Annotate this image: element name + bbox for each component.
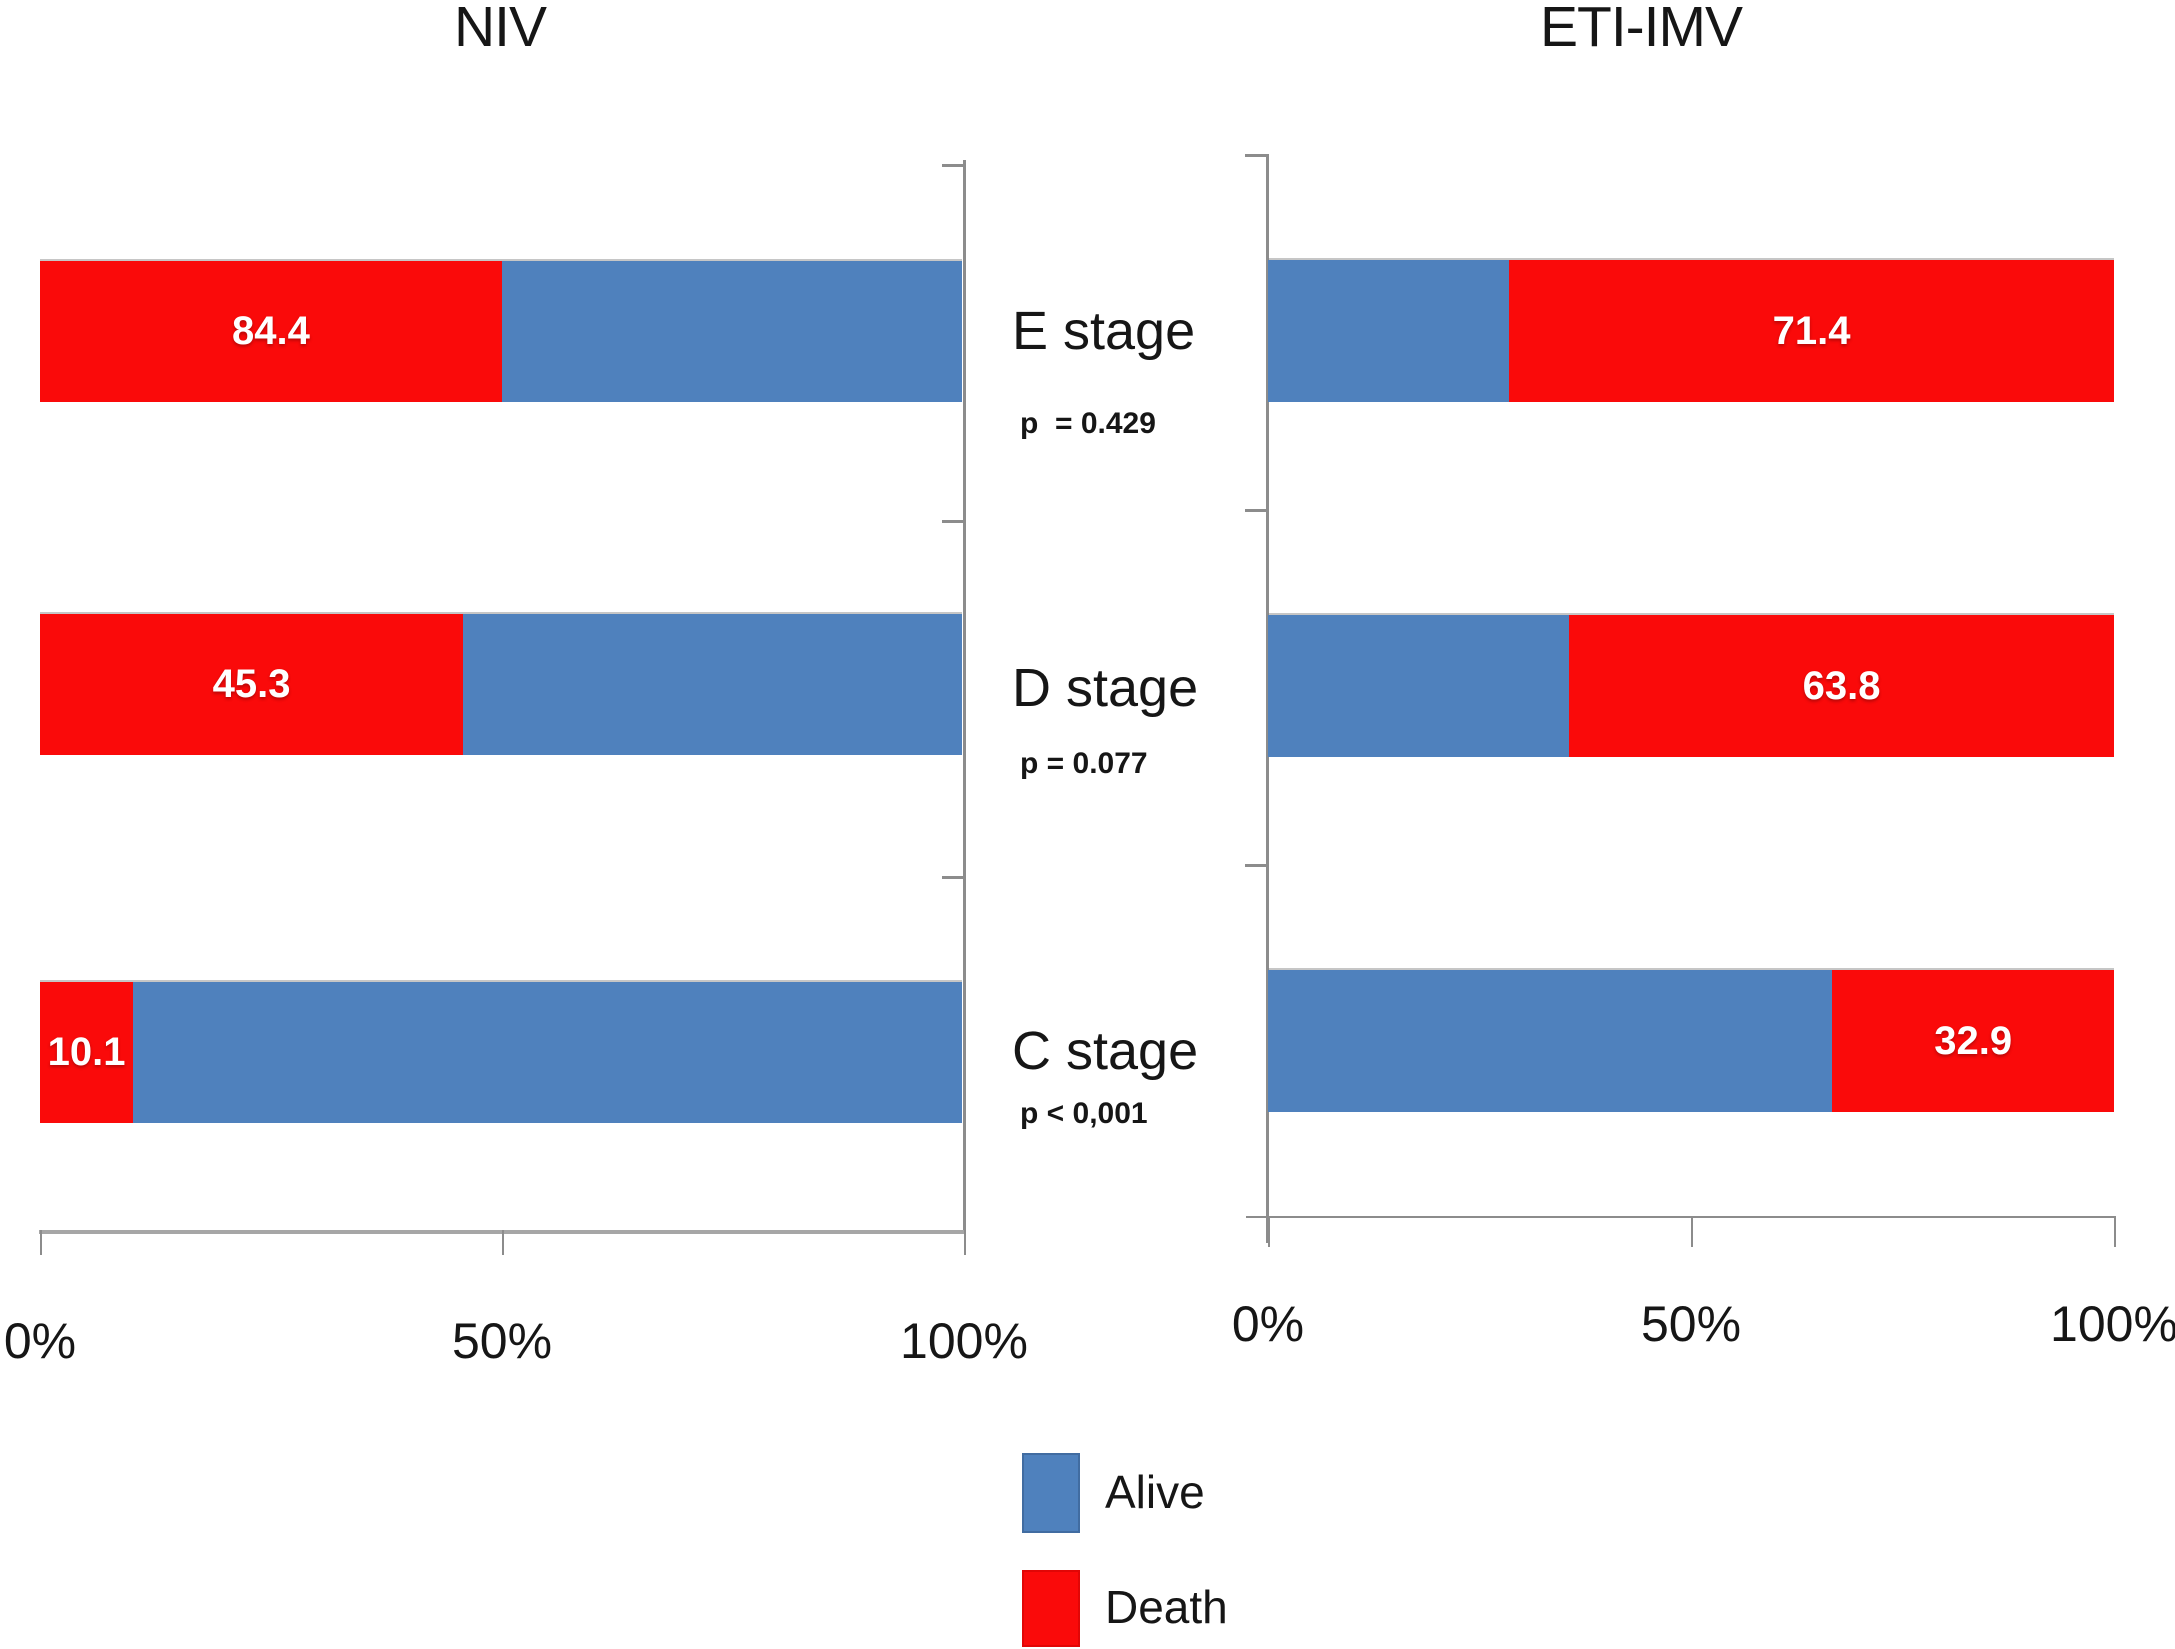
stage-label-c-stage: C stage	[1012, 1021, 1199, 1081]
bar-eti-imv-e-stage: 71.4	[1268, 258, 2114, 402]
death-value-label-eti-imv-e-stage: 71.4	[1772, 308, 1851, 353]
category-tick-eti-imv-0	[1245, 154, 1267, 157]
category-tick-eti-imv-2	[1245, 864, 1267, 867]
value-tick-eti-imv-2	[2114, 1216, 2116, 1247]
axis-tick-label-eti-imv-2: 100%	[2050, 1296, 2175, 1352]
bar-niv-d-stage: 45.3	[40, 612, 962, 755]
legend-label-alive: Alive	[1105, 1466, 1205, 1518]
death-value-label-eti-imv-d-stage: 63.8	[1802, 663, 1881, 708]
bar-segment-alive-niv-d-stage	[463, 614, 962, 755]
panel-title-eti-imv: ETI-IMV	[1540, 0, 1743, 59]
category-tick-niv-2	[942, 876, 964, 879]
bar-segment-alive-niv-c-stage	[133, 982, 962, 1123]
bar-segment-death-niv-e-stage: 84.4	[40, 261, 502, 402]
category-axis-eti-imv	[1266, 154, 1269, 1243]
panel-title-niv: NIV	[453, 0, 547, 59]
p-value-label-c-stage: p < 0,001	[1020, 1097, 1148, 1130]
bar-segment-alive-eti-imv-e-stage	[1268, 260, 1510, 402]
axis-tick-label-niv-0: 0%	[3, 1313, 77, 1369]
category-tick-eti-imv-1	[1245, 509, 1267, 512]
axis-tick-label-eti-imv-0: 0%	[1231, 1296, 1305, 1352]
death-value-label-niv-e-stage: 84.4	[232, 309, 310, 353]
bar-segment-death-eti-imv-c-stage: 32.9	[1832, 970, 2114, 1112]
value-tick-eti-imv-1	[1691, 1216, 1693, 1247]
value-tick-niv-2	[964, 1230, 966, 1255]
legend-swatch-death	[1022, 1570, 1080, 1647]
death-value-label-niv-c-stage: 10.1	[47, 1030, 126, 1074]
bar-segment-death-niv-c-stage: 10.1	[40, 982, 134, 1123]
bar-niv-c-stage: 10.1	[40, 980, 962, 1123]
bar-eti-imv-c-stage: 32.9	[1268, 968, 2114, 1112]
stage-label-d-stage: D stage	[1012, 658, 1199, 718]
legend-swatch-alive	[1022, 1453, 1080, 1533]
axis-tick-label-niv-1: 50%	[451, 1313, 553, 1369]
bar-eti-imv-d-stage: 63.8	[1268, 613, 2114, 757]
category-tick-niv-1	[942, 520, 964, 523]
bar-segment-death-niv-d-stage: 45.3	[40, 614, 464, 755]
value-axis-eti-imv	[1246, 1216, 2114, 1218]
bar-segment-alive-niv-e-stage	[501, 261, 962, 402]
bar-segment-death-eti-imv-d-stage: 63.8	[1569, 615, 2114, 757]
bar-segment-alive-eti-imv-c-stage	[1268, 970, 1833, 1112]
death-value-label-niv-d-stage: 45.3	[212, 662, 291, 706]
axis-tick-label-niv-2: 100%	[900, 1313, 1028, 1369]
stage-label-e-stage: E stage	[1012, 301, 1196, 361]
value-tick-niv-1	[502, 1230, 504, 1255]
p-value-label-e-stage: p = 0.429	[1020, 407, 1156, 440]
value-tick-eti-imv-0	[1268, 1216, 1270, 1247]
bar-segment-death-eti-imv-e-stage: 71.4	[1509, 260, 2114, 402]
value-tick-niv-0	[40, 1230, 42, 1255]
category-tick-niv-0	[942, 164, 964, 167]
p-value-label-d-stage: p = 0.077	[1020, 747, 1148, 780]
legend-label-death: Death	[1105, 1581, 1228, 1633]
death-value-label-eti-imv-c-stage: 32.9	[1934, 1018, 2013, 1063]
axis-tick-label-eti-imv-1: 50%	[1640, 1296, 1742, 1352]
category-axis-niv	[963, 160, 966, 1232]
bar-niv-e-stage: 84.4	[40, 259, 962, 402]
bar-segment-alive-eti-imv-d-stage	[1268, 615, 1570, 757]
